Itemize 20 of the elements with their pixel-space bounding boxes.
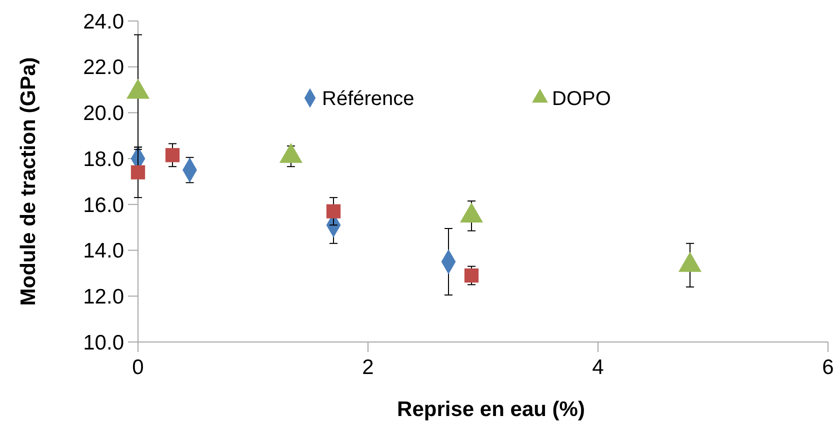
legend-label: Référence (322, 88, 414, 110)
y-tick-label: 22.0 (83, 56, 124, 80)
y-tick-label: 18.0 (83, 148, 124, 171)
x-tick-label: 2 (362, 356, 374, 379)
legend-label: DOPO (552, 88, 611, 110)
y-axis-title: Module de traction (GPa) (17, 57, 40, 306)
y-tick-label: 20.0 (83, 102, 124, 126)
y-tick-label: 24.0 (83, 10, 124, 34)
point (464, 268, 479, 283)
point (326, 204, 341, 218)
point (130, 165, 146, 180)
y-tick-label: 16.0 (83, 194, 124, 217)
y-tick-label: 14.0 (83, 240, 124, 263)
x-tick-label: 6 (822, 356, 834, 379)
x-tick-label: 4 (592, 356, 604, 379)
y-tick-label: 10.0 (83, 331, 124, 354)
point (165, 148, 180, 162)
x-axis-title: Reprise en eau (%) (397, 398, 585, 421)
x-tick-label: 0 (132, 356, 144, 379)
y-tick-label: 12.0 (83, 285, 124, 308)
